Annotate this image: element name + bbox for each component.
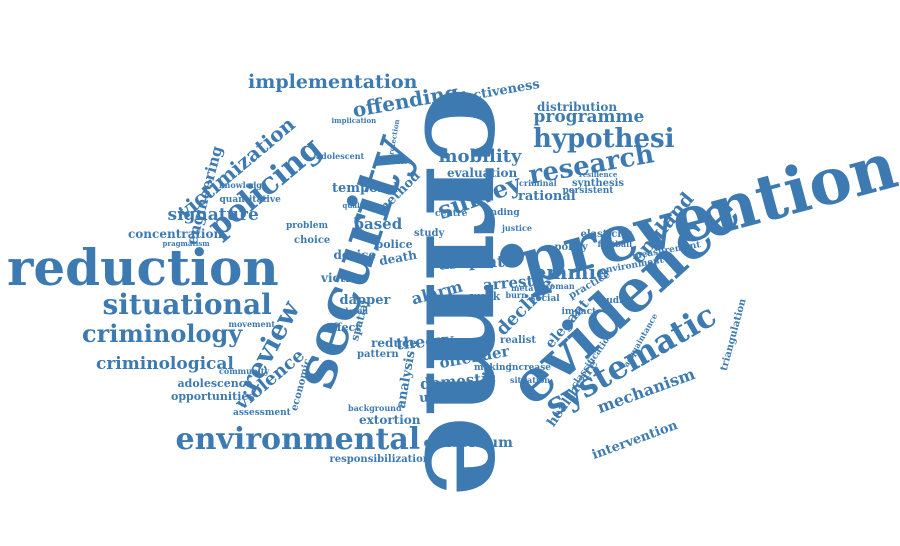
cloud-word-intervention: intervention xyxy=(590,417,680,463)
cloud-word-distribution: distribution xyxy=(537,100,618,114)
cloud-word-implication: implication xyxy=(331,115,377,125)
cloud-word-effect: effect xyxy=(325,320,361,334)
cloud-word-reduction: reduction xyxy=(7,238,279,297)
cloud-word-mobility: mobility xyxy=(438,146,522,167)
cloud-word-quality: quality xyxy=(342,200,370,210)
cloud-word-victim: victim xyxy=(321,271,363,285)
cloud-word-study: study xyxy=(414,228,445,239)
cloud-word-centre: centre xyxy=(435,208,468,219)
cloud-word-work: work xyxy=(470,289,501,303)
cloud-word-reduce: reduce xyxy=(371,336,418,350)
cloud-word-opportunities: opportunities xyxy=(171,389,255,403)
cloud-word-signature: signature xyxy=(167,204,259,225)
cloud-word-criminological: criminological xyxy=(96,353,234,374)
cloud-word-criminology: criminology xyxy=(82,319,243,348)
cloud-word-theories: theories xyxy=(380,156,413,166)
cloud-word-police: police xyxy=(375,237,413,251)
cloud-word-hypothesi: hypothesi xyxy=(533,124,675,154)
cloud-word-responsibilization: responsibilization xyxy=(329,454,431,465)
cloud-word-problem: problem xyxy=(286,220,328,231)
cloud-word-persistent: persistent xyxy=(562,185,614,196)
cloud-word-situation: situation xyxy=(510,375,551,385)
cloud-word-programme: programme xyxy=(533,106,645,127)
cloud-word-pattern: pattern xyxy=(357,349,399,360)
cloud-word-assessment: assessment xyxy=(233,407,291,418)
cloud-word-triangulation: triangulation xyxy=(718,297,749,373)
cloud-word-football: football xyxy=(597,239,633,249)
cloud-word-adolescence: adolescence xyxy=(177,376,253,390)
cloud-word-realist: realist xyxy=(500,335,536,346)
cloud-word-finding: finding xyxy=(484,207,520,218)
cloud-word-choice: choice xyxy=(294,235,331,246)
cloud-word-evaluation: evaluation xyxy=(447,166,518,180)
cloud-word-policy: policy xyxy=(554,242,588,253)
cloud-word-adolescent: adolescent xyxy=(316,151,365,161)
cloud-word-movement: movement xyxy=(228,319,276,329)
cloud-word-pragmatism: pragmatism xyxy=(162,238,210,248)
cloud-word-implementation: implementation xyxy=(248,70,418,93)
cloud-word-studies: studies xyxy=(597,295,634,306)
cloud-word-extortion: extortion xyxy=(359,413,421,427)
cloud-word-temporal: temporal xyxy=(332,180,399,196)
cloud-word-consortium: consortium xyxy=(423,435,513,451)
cloud-word-drop: drop xyxy=(436,251,480,274)
cloud-word-elasticity: elasticity xyxy=(580,229,632,240)
cloud-word-impact: impact xyxy=(561,306,597,317)
cloud-word-concentration: concentration xyxy=(128,227,223,241)
cloud-word-social: social xyxy=(530,293,560,304)
cloud-word-dapper: dapper xyxy=(339,292,391,308)
cloud-word-criminal: criminal xyxy=(519,178,557,188)
cloud-word-woman: woman xyxy=(543,281,575,291)
cloud-word-burn: burn xyxy=(505,290,527,300)
cloud-word-synthesis: synthesis xyxy=(572,178,625,189)
cloud-word-increase: increase xyxy=(508,362,552,373)
cloud-word-making: making xyxy=(474,362,512,373)
cloud-word-emmie: emmie xyxy=(533,260,609,284)
cloud-word-resilience: resilience xyxy=(579,169,618,179)
cloud-word-background: background xyxy=(348,403,402,413)
cloud-word-justice: justice xyxy=(502,223,532,233)
cloud-word-quantitative: quantitative xyxy=(219,194,281,205)
cloud-word-related: related xyxy=(336,306,368,316)
cloud-word-device: device xyxy=(333,248,377,262)
cloud-word-meta: meta xyxy=(511,283,534,293)
cloud-word-community: community xyxy=(219,366,270,376)
cloud-word-data: data xyxy=(475,252,515,271)
cloud-word-environmental: environmental xyxy=(175,422,421,457)
cloud-word-based: based xyxy=(353,214,403,233)
cloud-word-knowledge: knowledge xyxy=(219,180,267,190)
cloud-word-rational: rational xyxy=(518,188,576,204)
cloud-word-situational: situational xyxy=(102,288,272,321)
